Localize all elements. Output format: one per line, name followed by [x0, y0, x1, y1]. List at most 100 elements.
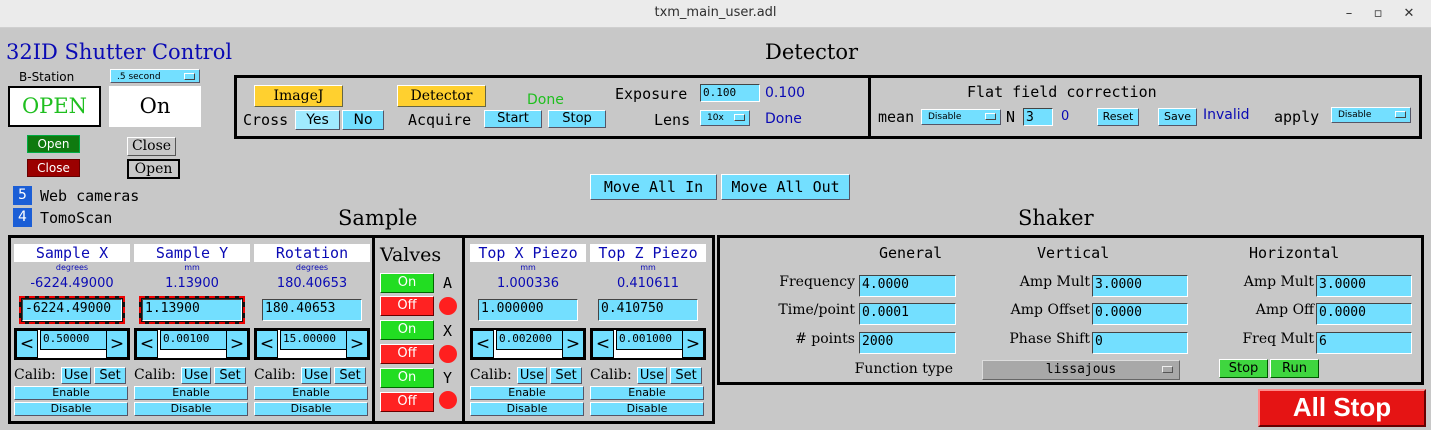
sample-x-use-button[interactable]: Use — [61, 367, 91, 384]
frequency-input[interactable]: 4.0000 — [859, 275, 956, 297]
h-amp-mult-input[interactable]: 3.0000 — [1316, 275, 1412, 297]
close-button[interactable]: Close — [127, 137, 176, 156]
top-x-piezo-setpoint[interactable]: 1.000000 — [478, 299, 578, 321]
sample-y-enable-button[interactable]: Enable — [134, 386, 248, 400]
web-cameras-link[interactable]: Web cameras — [40, 187, 140, 205]
h-amp-mult-label: Amp Mult — [1243, 274, 1314, 290]
valve-x-on-button[interactable]: On — [380, 320, 434, 340]
shutter-open-button[interactable]: Open — [27, 135, 80, 153]
valve-x-indicator-icon — [439, 345, 457, 363]
valve-y-off-button[interactable]: Off — [380, 392, 434, 412]
top-x-piezo-enable-button[interactable]: Enable — [470, 386, 584, 400]
all-stop-button[interactable]: All Stop — [1258, 389, 1426, 427]
sample-y-use-button[interactable]: Use — [181, 367, 211, 384]
top-z-piezo-use-button[interactable]: Use — [637, 367, 667, 384]
freq-mult-input[interactable]: 6 — [1316, 332, 1412, 354]
sample-x-disable-button[interactable]: Disable — [14, 402, 128, 416]
sample-y-tweak: < 0.00100 > — [134, 328, 250, 360]
rotation-tweak: < 15.00000 > — [254, 328, 370, 360]
sample-y-step-input[interactable]: 0.00100 — [160, 330, 228, 350]
lens-menu[interactable]: 10x — [700, 110, 750, 126]
tomoscan-link[interactable]: TomoScan — [40, 209, 113, 227]
time-per-point-input[interactable]: 0.0001 — [859, 303, 956, 325]
imagej-button[interactable]: ImageJ — [254, 85, 343, 107]
tweak-right-icon[interactable]: > — [346, 330, 368, 358]
cross-no-button[interactable]: No — [342, 110, 384, 130]
frequency-label: Frequency — [779, 274, 855, 290]
move-all-in-button[interactable]: Move All In — [590, 174, 717, 200]
top-x-piezo-disable-button[interactable]: Disable — [470, 402, 584, 416]
valve-a-off-button[interactable]: Off — [380, 296, 434, 316]
rotation-setpoint[interactable]: 180.40653 — [262, 299, 362, 321]
minimize-icon[interactable]: – — [1345, 6, 1353, 21]
move-all-out-button[interactable]: Move All Out — [721, 174, 850, 200]
h-amp-off-input[interactable]: 0.0000 — [1316, 303, 1412, 325]
valve-a-on-button[interactable]: On — [380, 273, 434, 293]
shaker-vertical-heading: Vertical — [1037, 244, 1110, 262]
points-label: # points — [795, 331, 855, 347]
rotation-enable-button[interactable]: Enable — [254, 386, 368, 400]
points-input[interactable]: 2000 — [859, 332, 956, 354]
valve-y-label: Y — [443, 369, 453, 387]
rotation-disable-button[interactable]: Disable — [254, 402, 368, 416]
tweak-right-icon[interactable]: > — [682, 330, 704, 358]
valve-y-on-button[interactable]: On — [380, 368, 434, 388]
rotation-step-input[interactable]: 15.00000 — [280, 330, 348, 350]
open-button[interactable]: Open — [127, 159, 180, 179]
cross-yes-button[interactable]: Yes — [295, 110, 340, 130]
tweak-right-icon[interactable]: > — [226, 330, 248, 358]
tweak-left-icon[interactable]: < — [592, 330, 614, 358]
tweak-right-icon[interactable]: > — [106, 330, 128, 358]
detector-button[interactable]: Detector — [397, 85, 486, 107]
sample-x-enable-button[interactable]: Enable — [14, 386, 128, 400]
top-z-piezo-header: Top Z Piezo — [590, 244, 706, 262]
top-z-piezo-enable-button[interactable]: Enable — [590, 386, 704, 400]
sample-x-setpoint[interactable]: -6224.49000 — [22, 299, 122, 321]
mean-menu[interactable]: Disable — [921, 109, 1001, 125]
interval-menu[interactable]: .5 second — [110, 69, 200, 83]
v-amp-mult-input[interactable]: 3.0000 — [1092, 275, 1188, 297]
valve-x-off-button[interactable]: Off — [380, 344, 434, 364]
sample-x-set-button[interactable]: Set — [94, 367, 126, 384]
flat-reset-button[interactable]: Reset — [1097, 108, 1139, 126]
apply-menu[interactable]: Disable — [1331, 107, 1411, 123]
shaker-stop-button[interactable]: Stop — [1219, 359, 1268, 378]
shaker-run-button[interactable]: Run — [1270, 359, 1319, 378]
tweak-left-icon[interactable]: < — [16, 330, 38, 358]
v-amp-offset-input[interactable]: 0.0000 — [1092, 303, 1188, 325]
top-z-piezo-disable-button[interactable]: Disable — [590, 402, 704, 416]
tomoscan-num[interactable]: 4 — [13, 208, 32, 227]
top-x-piezo-tweak: < 0.002000 > — [470, 328, 586, 360]
close-icon[interactable]: ✕ — [1403, 6, 1415, 21]
maximize-icon[interactable]: ▫ — [1373, 6, 1383, 21]
top-x-piezo-use-button[interactable]: Use — [517, 367, 547, 384]
sample-y-set-button[interactable]: Set — [214, 367, 246, 384]
sample-y-setpoint[interactable]: 1.13900 — [142, 299, 242, 321]
top-x-piezo-step-input[interactable]: 0.002000 — [496, 330, 564, 350]
tweak-left-icon[interactable]: < — [256, 330, 278, 358]
n-input[interactable]: 3 — [1023, 108, 1053, 126]
sample-x-step-input[interactable]: 0.50000 — [40, 330, 108, 350]
rotation-set-button[interactable]: Set — [334, 367, 366, 384]
tweak-left-icon[interactable]: < — [472, 330, 494, 358]
top-z-piezo-step-input[interactable]: 0.001000 — [616, 330, 684, 350]
top-z-piezo-setpoint[interactable]: 0.410750 — [598, 299, 698, 321]
acquire-start-button[interactable]: Start — [484, 110, 542, 128]
flat-save-button[interactable]: Save — [1158, 108, 1197, 126]
sample-x-calib-label: Calib: — [14, 367, 56, 383]
flat-status: Invalid — [1203, 107, 1250, 123]
exposure-label: Exposure — [615, 85, 688, 103]
tweak-left-icon[interactable]: < — [136, 330, 158, 358]
tweak-right-icon[interactable]: > — [562, 330, 584, 358]
top-z-piezo-set-button[interactable]: Set — [670, 367, 702, 384]
top-x-piezo-set-button[interactable]: Set — [550, 367, 582, 384]
piezo-panel — [462, 235, 715, 424]
web-cameras-num[interactable]: 5 — [13, 186, 32, 205]
acquire-stop-button[interactable]: Stop — [548, 110, 606, 128]
exposure-input[interactable]: 0.100 — [700, 84, 760, 102]
function-type-menu[interactable]: lissajous — [982, 360, 1180, 380]
rotation-use-button[interactable]: Use — [301, 367, 331, 384]
sample-y-disable-button[interactable]: Disable — [134, 402, 248, 416]
shutter-close-button[interactable]: Close — [27, 159, 80, 177]
phase-shift-input[interactable]: 0 — [1092, 332, 1188, 354]
